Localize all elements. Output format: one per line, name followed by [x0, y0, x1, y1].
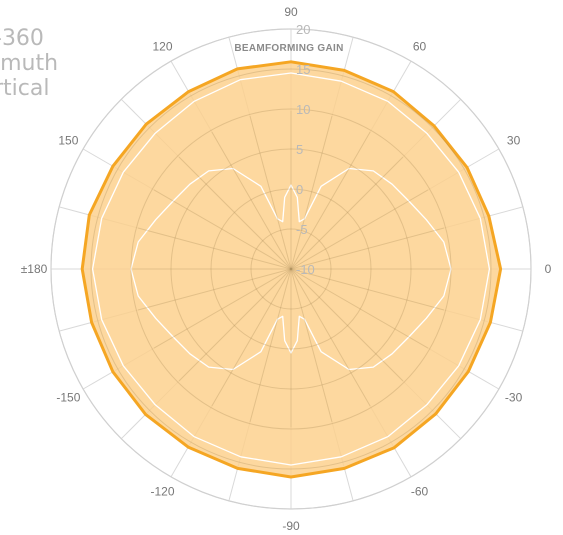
spoke-overlay — [211, 268, 292, 407]
radial-tick-label: -10 — [296, 262, 315, 277]
spoke-overlay — [290, 115, 333, 270]
series-1-path — [80, 60, 503, 479]
spoke-overlay — [249, 268, 292, 423]
spoke-overlay — [290, 268, 333, 423]
chart-title: BEAMFORMING GAIN — [234, 43, 343, 54]
radial-ring — [210, 188, 372, 350]
legend-text: -360 imuth rtical — [0, 26, 58, 101]
spoke-overlay — [249, 115, 292, 270]
angular-tick-label: 30 — [507, 134, 521, 148]
angular-tick-label: 0 — [545, 262, 552, 276]
spoke-overlay — [290, 131, 371, 270]
series-3-path — [130, 167, 452, 371]
spoke-overlay — [178, 156, 292, 270]
spoke-overlay — [153, 268, 292, 349]
radial-tick-label: -5 — [296, 222, 308, 237]
angular-tick-label: 60 — [413, 39, 427, 53]
angular-tick-label: -60 — [411, 485, 429, 499]
radial-tick-label: 10 — [296, 102, 310, 117]
legend-line-3: rtical — [0, 76, 50, 101]
radial-tick-label: 0 — [296, 182, 303, 197]
spoke-overlay — [153, 189, 292, 270]
radial-ring — [130, 108, 452, 430]
series-2-path — [91, 72, 491, 466]
series-layer — [50, 28, 532, 510]
spoke-overlay — [137, 227, 292, 270]
radial-tick-label: 15 — [296, 62, 310, 77]
spoke-overlay — [290, 268, 445, 311]
spoke-overlay — [290, 189, 429, 270]
radial-tick-label: 20 — [296, 22, 310, 37]
spoke-overlay — [178, 268, 292, 382]
angular-tick-label: 120 — [152, 39, 172, 53]
radial-ring — [170, 148, 412, 390]
angular-tick-label: ±180 — [21, 262, 48, 276]
spoke-overlay — [290, 227, 445, 270]
angular-tick-label: 150 — [58, 134, 78, 148]
spoke-overlay — [290, 268, 429, 349]
legend-line-2: imuth — [0, 51, 59, 76]
angular-tick-label: -30 — [505, 391, 523, 405]
radial-ring — [90, 68, 492, 470]
spoke-overlay — [290, 156, 404, 270]
angular-tick-label: -90 — [282, 519, 300, 533]
spoke-overlay — [211, 131, 292, 270]
radial-tick-label: 5 — [296, 142, 303, 157]
angular-tick-label: -150 — [56, 391, 80, 405]
spoke-overlay — [290, 268, 371, 407]
label-layer: 0 30 60 90 120 150 ±180 -150 -120 -90 -60 -30 -10 -5 0… — [21, 5, 552, 533]
radial-ring — [50, 28, 532, 510]
angular-tick-label: 90 — [284, 5, 298, 19]
radial-ring — [250, 228, 332, 310]
spoke-overlay — [137, 268, 292, 311]
legend-line-1: -360 — [0, 26, 44, 51]
spoke-overlay — [290, 268, 404, 382]
angular-tick-label: -120 — [150, 485, 174, 499]
